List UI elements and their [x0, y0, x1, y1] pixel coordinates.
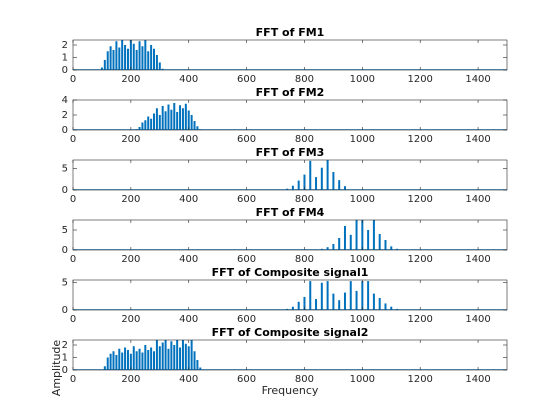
y-tick-label: 5 — [62, 278, 68, 289]
subplot: FFT of FM3 0 200 400 600 800 1000 1200 1400 0 5 — [62, 146, 508, 205]
y-tick-label: 0 — [62, 365, 68, 376]
x-tick-label: 400 — [179, 134, 198, 145]
y-tick-label: 0 — [62, 125, 68, 136]
x-tick-label: 1000 — [350, 194, 375, 205]
x-tick-label: 400 — [179, 74, 198, 85]
x-tick-label: 200 — [121, 314, 140, 325]
x-tick-label: 800 — [295, 194, 314, 205]
x-tick-label: 1200 — [407, 194, 432, 205]
x-tick-label: 800 — [295, 74, 314, 85]
x-tick-label: 600 — [237, 254, 256, 265]
x-tick-label: 1400 — [465, 314, 490, 325]
y-tick-label: 0 — [62, 245, 68, 256]
axes-box — [72, 279, 508, 311]
x-tick-label: 1000 — [350, 74, 375, 85]
x-tick-label: 1400 — [465, 134, 490, 145]
x-tick-label: 1000 — [350, 254, 375, 265]
axes-box — [72, 219, 508, 251]
y-tick-label: 0 — [62, 185, 68, 196]
x-tick-label: 400 — [179, 194, 198, 205]
x-tick-label: 1200 — [407, 254, 432, 265]
y-tick-label: 0 — [62, 305, 68, 316]
subplot-title: FFT of Composite signal1 — [212, 266, 369, 279]
x-tick-label: 1200 — [407, 134, 432, 145]
x-tick-label: 1000 — [350, 134, 375, 145]
plot-area — [73, 281, 507, 310]
x-tick-label: 200 — [121, 374, 140, 385]
subplot: FFT of FM4 0 200 400 600 800 1000 1200 1400 0 5 — [62, 206, 508, 265]
y-tick-label: 5 — [62, 164, 68, 175]
y-tick-label: 2 — [62, 340, 68, 351]
subplot-title: FFT of FM2 — [256, 86, 325, 99]
y-tick-label: 5 — [62, 225, 68, 236]
plot-area — [73, 220, 507, 250]
x-tick-label: 0 — [70, 74, 76, 85]
x-tick-label: 800 — [295, 134, 314, 145]
y-axis-label: Amplitude — [50, 340, 63, 397]
plot-area — [73, 40, 507, 70]
x-tick-label: 600 — [237, 374, 256, 385]
subplot: FFT of Composite signal1 0 200 400 600 800 100… — [62, 266, 508, 325]
y-tick-label: 4 — [62, 95, 68, 106]
x-tick-label: 1400 — [465, 194, 490, 205]
x-tick-label: 400 — [179, 374, 198, 385]
x-tick-label: 800 — [295, 254, 314, 265]
x-tick-label: 200 — [121, 194, 140, 205]
x-tick-label: 600 — [237, 314, 256, 325]
subplot-title: FFT of FM3 — [256, 146, 325, 159]
x-tick-label: 1000 — [350, 314, 375, 325]
plot-area — [73, 160, 507, 190]
x-tick-label: 1200 — [407, 74, 432, 85]
subplot-title: FFT of FM4 — [256, 206, 325, 219]
x-tick-label: 800 — [295, 314, 314, 325]
axes-box — [72, 159, 508, 191]
y-tick-label: 1 — [62, 353, 68, 364]
subplot: FFT of FM1 0 200 400 600 800 1000 1200 1400 01 2 — [62, 26, 508, 85]
x-tick-label: 1200 — [407, 314, 432, 325]
y-tick-label: 2 — [62, 110, 68, 121]
plot-area — [73, 340, 507, 370]
x-tick-label: 0 — [70, 254, 76, 265]
x-tick-label: 0 — [70, 374, 76, 385]
x-tick-label: 600 — [237, 74, 256, 85]
subplot-title: FFT of Composite signal2 — [212, 326, 369, 339]
plot-area — [73, 103, 507, 130]
x-tick-label: 200 — [121, 254, 140, 265]
x-tick-label: 600 — [237, 194, 256, 205]
x-tick-label: 0 — [70, 314, 76, 325]
x-tick-label: 1400 — [465, 374, 490, 385]
x-tick-label: 600 — [237, 134, 256, 145]
axes-box — [72, 339, 508, 371]
y-tick-label: 1 — [62, 53, 68, 64]
subplot: FFT of FM2 0 200 400 600 800 1000 1200 1400 0 2 4 — [62, 86, 508, 145]
y-tick-label: 0 — [62, 65, 68, 76]
axes-box — [72, 39, 508, 71]
x-tick-label: 1000 — [350, 374, 375, 385]
x-tick-label: 400 — [179, 254, 198, 265]
x-tick-label: 1400 — [465, 254, 490, 265]
x-tick-label: 1200 — [407, 374, 432, 385]
x-tick-label: 400 — [179, 314, 198, 325]
y-tick-label: 2 — [62, 40, 68, 51]
x-tick-label: 200 — [121, 74, 140, 85]
subplot-title: FFT of FM1 — [256, 26, 325, 39]
x-tick-label: 1400 — [465, 74, 490, 85]
x-tick-label: 200 — [121, 134, 140, 145]
x-axis-label: Frequency — [262, 384, 319, 397]
x-tick-label: 0 — [70, 194, 76, 205]
x-tick-label: 0 — [70, 134, 76, 145]
subplot: FFT of Composite signal2 0 200 400 600 800 100… — [50, 326, 508, 397]
x-tick-label: 800 — [295, 374, 314, 385]
